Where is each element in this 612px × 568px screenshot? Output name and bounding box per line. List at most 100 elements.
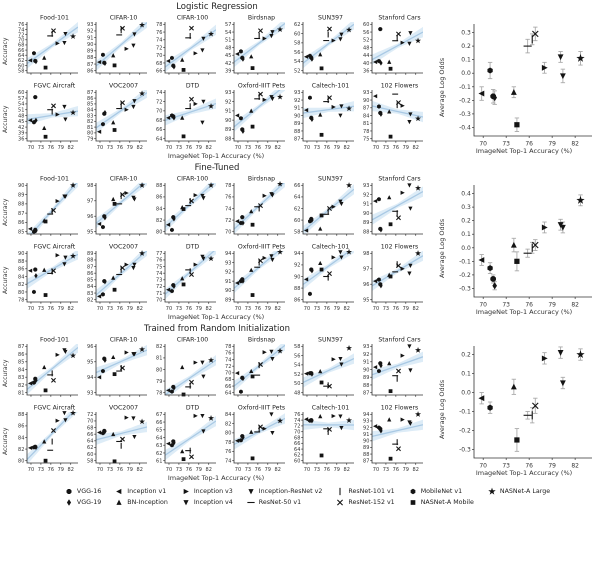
svg-text:76: 76 bbox=[117, 467, 123, 473]
subplot-title: CIFAR-100 bbox=[177, 337, 209, 344]
svg-text:90: 90 bbox=[225, 288, 231, 294]
svg-text:90: 90 bbox=[294, 113, 300, 119]
svg-text:78: 78 bbox=[363, 129, 369, 135]
svg-text:87: 87 bbox=[87, 90, 93, 96]
svg-text:74: 74 bbox=[294, 418, 300, 424]
svg-text:0.3: 0.3 bbox=[461, 30, 471, 37]
svg-text:80: 80 bbox=[225, 431, 231, 437]
svg-text:94: 94 bbox=[87, 375, 93, 381]
y-axis-label-accuracy: Accuracy bbox=[2, 105, 9, 133]
svg-text:88: 88 bbox=[225, 136, 231, 142]
svg-text:70: 70 bbox=[373, 467, 379, 473]
subplot-title: FGVC Aircraft bbox=[34, 83, 76, 90]
svg-text:48: 48 bbox=[294, 390, 300, 396]
legend-item-vgg-16: VGG-16 bbox=[64, 487, 101, 496]
legend-item-bn-inception: BN-Inception bbox=[114, 498, 168, 507]
data-points bbox=[235, 248, 284, 297]
legend-label: Inception-ResNet v2 bbox=[258, 488, 323, 495]
legend-label: ResNet-101 v1 bbox=[348, 488, 395, 495]
svg-text:81: 81 bbox=[156, 356, 162, 362]
subplot-title: Oxford-IIIT Pets bbox=[238, 244, 285, 251]
svg-text:-0.3: -0.3 bbox=[459, 446, 471, 453]
svg-text:74: 74 bbox=[18, 27, 24, 33]
svg-text:84: 84 bbox=[18, 274, 24, 280]
svg-text:72: 72 bbox=[156, 99, 162, 105]
svg-text:82: 82 bbox=[206, 145, 212, 151]
svg-text:76: 76 bbox=[324, 467, 330, 473]
subplot-title: Caltech-101 bbox=[312, 83, 349, 90]
svg-text:94: 94 bbox=[294, 251, 300, 257]
svg-text:75: 75 bbox=[363, 136, 369, 142]
y-axis-label-average-log-odds: Average Log Odds bbox=[438, 379, 446, 439]
svg-text:65: 65 bbox=[156, 428, 162, 434]
section-title-trained-from-random-initialization: Trained from Random Initialization bbox=[144, 324, 290, 334]
svg-text:70: 70 bbox=[97, 306, 103, 312]
legend-item-resnet-50-v1: ResNet-50 v1 bbox=[246, 498, 323, 507]
svg-text:64: 64 bbox=[18, 53, 24, 59]
svg-text:83: 83 bbox=[18, 375, 24, 381]
svg-text:70: 70 bbox=[18, 38, 24, 44]
svg-text:82: 82 bbox=[344, 467, 350, 473]
svg-text:42: 42 bbox=[18, 125, 24, 131]
svg-text:84: 84 bbox=[363, 113, 369, 119]
svg-text:68: 68 bbox=[156, 118, 162, 124]
svg-text:0.1: 0.1 bbox=[461, 371, 471, 378]
svg-text:70: 70 bbox=[166, 145, 172, 151]
svg-text:96: 96 bbox=[363, 282, 369, 288]
svg-text:93: 93 bbox=[363, 183, 369, 189]
subplot-title: CIFAR-100 bbox=[177, 176, 209, 183]
mobilenet-v1-marker-icon bbox=[410, 488, 416, 495]
svg-text:64: 64 bbox=[87, 439, 93, 445]
svg-text:88: 88 bbox=[87, 55, 93, 61]
svg-text:74: 74 bbox=[156, 90, 162, 96]
bn-inception-marker-icon bbox=[116, 499, 122, 505]
svg-text:79: 79 bbox=[403, 145, 409, 151]
svg-text:64: 64 bbox=[225, 390, 231, 396]
subplot-logistic-regression-oxford-iiit-pets: 88 89 90 91 92 93 70 73 76 79 82 Oxford-IIIT Pets bbox=[225, 83, 285, 152]
svg-text:87: 87 bbox=[18, 344, 24, 350]
svg-text:82: 82 bbox=[225, 421, 231, 427]
svg-text:82: 82 bbox=[413, 306, 419, 312]
svg-text:86: 86 bbox=[18, 352, 24, 358]
legend-item-nasnet-a-large: NASNet-A Large bbox=[487, 487, 550, 496]
data-points bbox=[166, 357, 215, 397]
y-axis-label-accuracy: Accuracy bbox=[2, 427, 9, 455]
svg-text:85: 85 bbox=[87, 278, 93, 284]
svg-text:79: 79 bbox=[127, 467, 133, 473]
inception-v3-marker-icon bbox=[183, 488, 189, 495]
svg-text:95: 95 bbox=[363, 297, 369, 303]
svg-text:79: 79 bbox=[58, 145, 64, 151]
data-points bbox=[373, 411, 422, 461]
svg-text:88: 88 bbox=[363, 383, 369, 389]
svg-text:60: 60 bbox=[87, 452, 93, 458]
svg-text:82: 82 bbox=[413, 145, 419, 151]
subplot-title: VOC2007 bbox=[109, 405, 138, 412]
svg-text:88: 88 bbox=[363, 452, 369, 458]
svg-text:88: 88 bbox=[156, 183, 162, 189]
data-points bbox=[166, 182, 215, 233]
svg-text:98: 98 bbox=[363, 251, 369, 257]
subplot-fine-tuned-cifar-100: 80 82 84 86 88 CIFAR-100 bbox=[156, 176, 216, 236]
svg-text:44: 44 bbox=[363, 53, 369, 59]
svg-text:84: 84 bbox=[87, 108, 93, 114]
svg-text:85: 85 bbox=[18, 229, 24, 235]
average-plot-wrap: Average Log Odds -0.3 -0.2 -0.1 0.0 0.1 0.2 0.3… bbox=[438, 178, 600, 316]
legend-label: VGG-19 bbox=[76, 499, 102, 506]
svg-text:72: 72 bbox=[156, 45, 162, 51]
svg-text:56: 56 bbox=[294, 50, 300, 56]
subplot-title: FGVC Aircraft bbox=[34, 405, 76, 412]
subplot-fine-tuned-food-101: 85 86 87 88 89 90 Food-101 bbox=[18, 176, 78, 236]
svg-text:76: 76 bbox=[186, 467, 192, 473]
data-points bbox=[166, 25, 215, 72]
svg-text:88: 88 bbox=[18, 259, 24, 265]
svg-text:88: 88 bbox=[87, 258, 93, 264]
section-fine-tuned: Fine-Tuned Accuracy 85 86 87 88 89 90 Food-101 95… bbox=[2, 163, 612, 321]
svg-text:68: 68 bbox=[294, 435, 300, 441]
svg-text:72: 72 bbox=[156, 284, 162, 290]
data-points bbox=[304, 26, 353, 71]
